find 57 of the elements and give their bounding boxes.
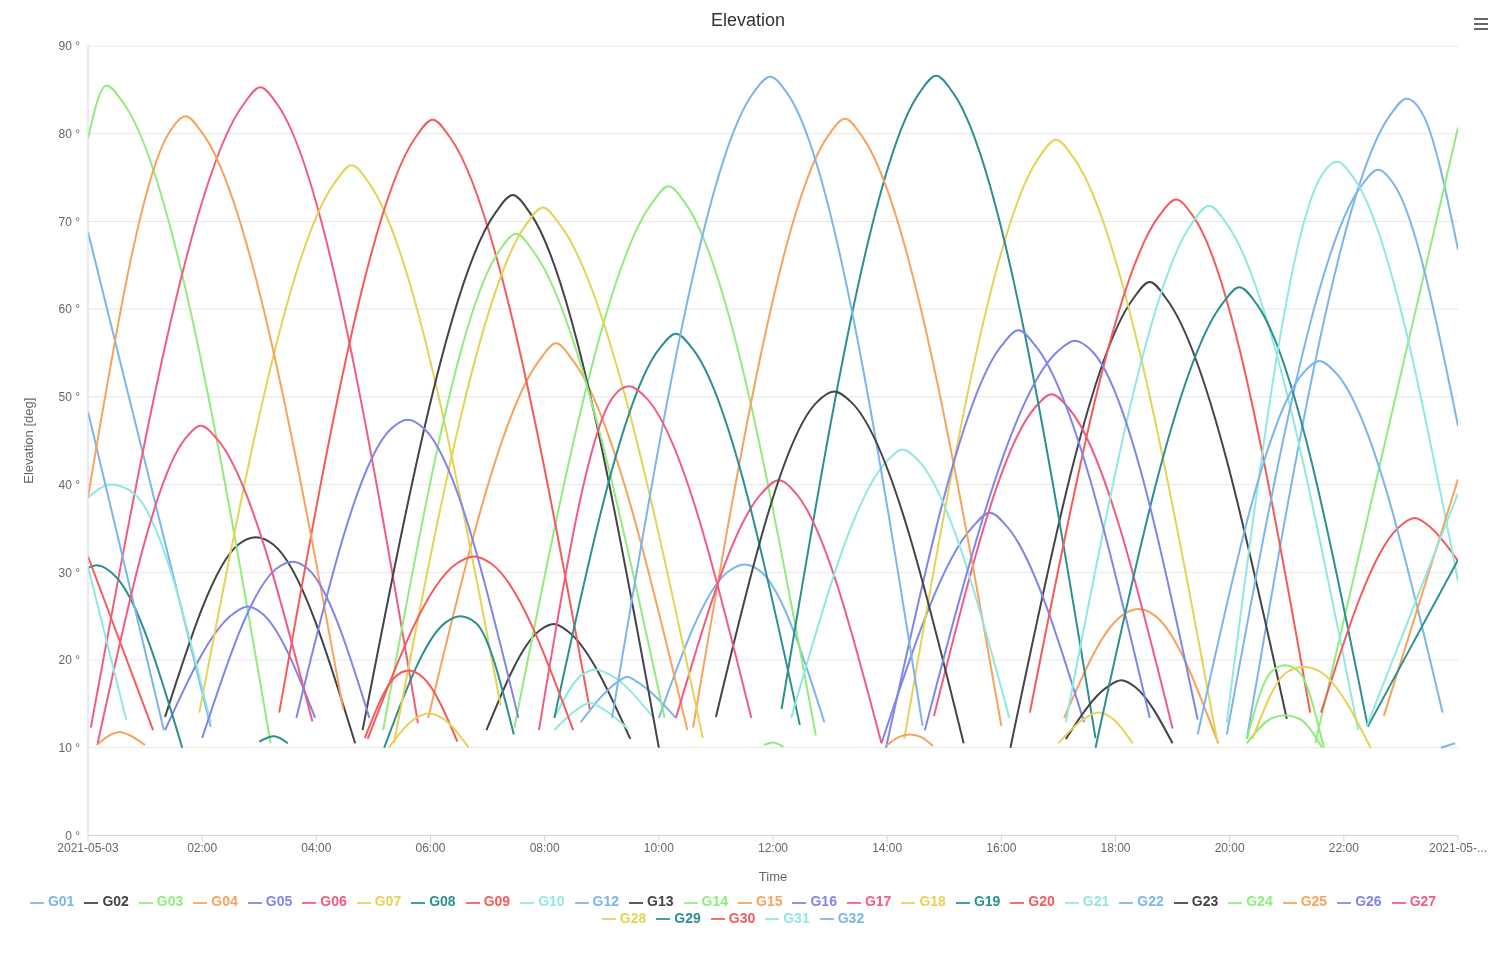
- legend-label: G27: [1409, 893, 1437, 910]
- y-tick-label: 60 °: [58, 302, 81, 317]
- legend-label: G07: [374, 893, 402, 910]
- x-axis-title: Time: [758, 869, 788, 885]
- y-tick-label: 40 °: [58, 477, 81, 492]
- legend-label: G16: [810, 893, 837, 910]
- x-tick-label: 08:00: [529, 840, 561, 855]
- x-tick-label: 14:00: [872, 840, 903, 855]
- x-tick-label: 2021-05-03: [57, 840, 120, 855]
- legend-label: G26: [1355, 893, 1382, 910]
- legend-label: G29: [674, 909, 701, 926]
- x-tick-label: 20:00: [1214, 840, 1246, 855]
- y-tick-label: 0 °: [65, 828, 81, 843]
- legend-label: G02: [102, 893, 129, 910]
- y-tick-label: 80 °: [58, 126, 81, 141]
- x-tick-label: 06:00: [415, 840, 446, 855]
- y-tick-label: 50 °: [58, 390, 81, 405]
- legend-label: G20: [1028, 893, 1055, 910]
- legend-label: G24: [1246, 893, 1273, 910]
- x-tick-label: 22:00: [1328, 840, 1360, 855]
- x-tick-label: 12:00: [757, 840, 789, 855]
- legend-label: G21: [1082, 893, 1110, 910]
- x-tick-label: 02:00: [187, 840, 218, 855]
- x-tick-label: 16:00: [986, 840, 1017, 855]
- chart-title: Elevation: [709, 9, 787, 32]
- legend-label: G10: [538, 893, 565, 910]
- legend-label: G32: [837, 909, 865, 926]
- legend-label: G04: [211, 893, 238, 910]
- legend-label: G12: [592, 893, 620, 910]
- legend-label: G28: [619, 909, 647, 926]
- y-tick-label: 30 °: [58, 565, 81, 580]
- legend-label: G15: [756, 893, 783, 910]
- legend-label: G30: [728, 909, 756, 926]
- x-tick-label: 2021-05-...: [1428, 840, 1488, 855]
- legend-label: G17: [864, 893, 892, 910]
- legend-label: G23: [1191, 893, 1219, 910]
- legend-label: G05: [265, 893, 293, 910]
- x-tick-label: 10:00: [643, 840, 675, 855]
- legend-label: G06: [320, 893, 347, 910]
- y-axis-title: Elevation [deg]: [20, 397, 36, 484]
- legend-label: G25: [1300, 893, 1328, 910]
- legend-label: G01: [47, 893, 75, 910]
- legend-label: G03: [156, 893, 184, 910]
- legend-label: G31: [783, 909, 810, 926]
- y-tick-label: 70 °: [58, 214, 81, 229]
- legend-label: G08: [429, 893, 456, 910]
- x-tick-label: 04:00: [301, 840, 332, 855]
- legend-label: G14: [701, 893, 728, 910]
- legend-label: G19: [973, 893, 1001, 910]
- y-tick-label: 10 °: [58, 740, 81, 755]
- y-tick-label: 20 °: [58, 653, 81, 668]
- legend-label: G09: [483, 893, 511, 910]
- legend-label: G18: [919, 893, 946, 910]
- legend-label: G22: [1137, 893, 1164, 910]
- x-tick-label: 18:00: [1100, 840, 1131, 855]
- y-tick-label: 90 °: [58, 39, 81, 54]
- legend-label: G13: [647, 893, 674, 910]
